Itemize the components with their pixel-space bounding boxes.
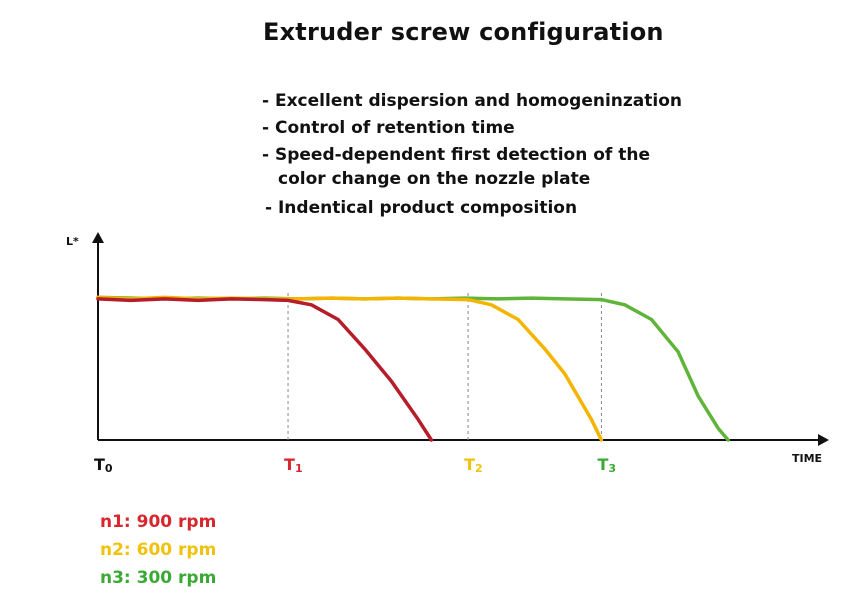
feature-item: - Control of retention time [262, 118, 515, 138]
series-line-n1 [96, 297, 434, 442]
feature-item-continuation: color change on the nozzle plate [278, 169, 591, 189]
x-axis-arrow [818, 434, 829, 446]
chart-axes [92, 232, 829, 446]
legend-item-n2: n2: 600 rpm [100, 540, 217, 560]
chart-guides [287, 292, 602, 440]
feature-item: - Indentical product composition [265, 198, 578, 218]
x-axis-label: TIME [792, 452, 822, 465]
feature-item: - Excellent dispersion and homogeninzati… [262, 91, 683, 111]
y-axis-label: L* [66, 235, 79, 248]
y-axis-arrow [92, 232, 104, 243]
time-label-t3: T3 [597, 455, 616, 475]
legend-item-n3: n3: 300 rpm [100, 568, 217, 588]
chart-labels: L* TIME T0 T1 T2 T3 [66, 235, 822, 475]
time-label-t0: T0 [94, 455, 113, 475]
feature-item: - Speed-dependent first detection of the [262, 145, 651, 165]
series-line-n2 [96, 295, 604, 442]
feature-list: - Excellent dispersion and homogeninzati… [262, 88, 682, 222]
time-label-t1: T1 [284, 455, 303, 475]
page-title: Extruder screw configuration [263, 18, 664, 46]
series-line-n3 [96, 295, 730, 442]
time-label-t2: T2 [464, 455, 483, 475]
legend-item-n1: n1: 900 rpm [100, 512, 217, 532]
chart-series [96, 295, 730, 442]
legend: n1: 900 rpm n2: 600 rpm n3: 300 rpm [100, 508, 216, 592]
